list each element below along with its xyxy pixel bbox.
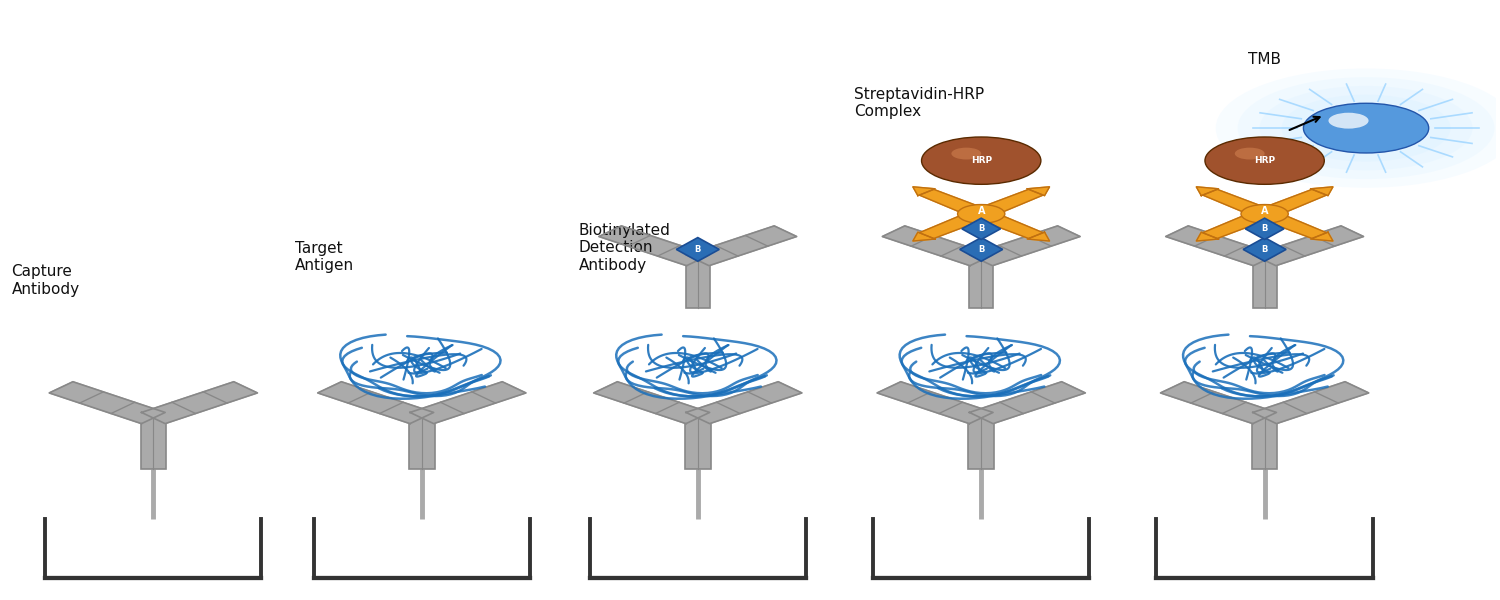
Text: HRP: HRP xyxy=(970,156,992,165)
Text: A: A xyxy=(978,206,986,217)
Text: A: A xyxy=(1262,206,1269,217)
Circle shape xyxy=(945,146,1017,175)
FancyBboxPatch shape xyxy=(686,260,709,308)
Polygon shape xyxy=(598,226,709,266)
Polygon shape xyxy=(1197,232,1218,241)
Circle shape xyxy=(1228,146,1300,175)
Polygon shape xyxy=(410,382,526,424)
Polygon shape xyxy=(50,382,165,424)
Circle shape xyxy=(951,148,981,160)
Polygon shape xyxy=(878,382,993,424)
FancyBboxPatch shape xyxy=(1252,418,1278,469)
Text: B: B xyxy=(1262,224,1268,233)
Circle shape xyxy=(1238,77,1494,179)
Circle shape xyxy=(1329,113,1368,128)
Text: TMB: TMB xyxy=(1248,52,1281,67)
Polygon shape xyxy=(686,382,802,424)
Polygon shape xyxy=(1161,382,1276,424)
Circle shape xyxy=(1304,103,1428,153)
Polygon shape xyxy=(970,226,1080,266)
FancyBboxPatch shape xyxy=(969,260,993,308)
Polygon shape xyxy=(1311,187,1334,196)
Polygon shape xyxy=(687,226,796,266)
Polygon shape xyxy=(914,187,934,196)
Circle shape xyxy=(1260,86,1473,170)
Polygon shape xyxy=(969,382,1086,424)
Polygon shape xyxy=(1197,187,1218,196)
Polygon shape xyxy=(962,218,1000,239)
Polygon shape xyxy=(972,190,1042,217)
Circle shape xyxy=(1216,142,1312,179)
Polygon shape xyxy=(1028,187,1050,196)
FancyBboxPatch shape xyxy=(969,418,994,469)
Polygon shape xyxy=(882,226,993,266)
Polygon shape xyxy=(1311,232,1334,241)
Polygon shape xyxy=(318,382,434,424)
Polygon shape xyxy=(676,238,720,261)
Polygon shape xyxy=(920,190,990,217)
FancyBboxPatch shape xyxy=(410,418,435,469)
Text: HRP: HRP xyxy=(1254,156,1275,165)
Text: B: B xyxy=(1262,245,1268,254)
Polygon shape xyxy=(914,232,934,241)
Polygon shape xyxy=(1256,190,1326,217)
Circle shape xyxy=(1281,95,1450,161)
Polygon shape xyxy=(1245,218,1284,239)
Polygon shape xyxy=(141,382,258,424)
Polygon shape xyxy=(972,211,1042,238)
Text: Streptavidin-HRP
Complex: Streptavidin-HRP Complex xyxy=(855,87,984,119)
Polygon shape xyxy=(1203,211,1274,238)
Polygon shape xyxy=(594,382,710,424)
FancyBboxPatch shape xyxy=(686,418,711,469)
Circle shape xyxy=(1215,68,1500,188)
Circle shape xyxy=(1204,137,1324,184)
Polygon shape xyxy=(1166,226,1276,266)
Circle shape xyxy=(1240,205,1288,223)
Text: Target
Antigen: Target Antigen xyxy=(296,241,354,273)
Circle shape xyxy=(1234,148,1264,160)
Polygon shape xyxy=(1252,382,1368,424)
FancyBboxPatch shape xyxy=(1252,260,1276,308)
Text: B: B xyxy=(978,224,984,233)
Circle shape xyxy=(957,205,1005,223)
Polygon shape xyxy=(1254,226,1364,266)
Polygon shape xyxy=(920,211,990,238)
FancyBboxPatch shape xyxy=(141,418,166,469)
Polygon shape xyxy=(1256,211,1326,238)
Polygon shape xyxy=(1203,190,1274,217)
Text: B: B xyxy=(978,245,984,254)
Text: Capture
Antibody: Capture Antibody xyxy=(12,265,80,297)
Text: B: B xyxy=(694,245,700,254)
Polygon shape xyxy=(1028,232,1050,241)
Circle shape xyxy=(921,137,1041,184)
Circle shape xyxy=(933,142,1029,179)
Text: Biotinylated
Detection
Antibody: Biotinylated Detection Antibody xyxy=(579,223,670,273)
Polygon shape xyxy=(1244,238,1286,261)
Polygon shape xyxy=(960,238,1002,261)
